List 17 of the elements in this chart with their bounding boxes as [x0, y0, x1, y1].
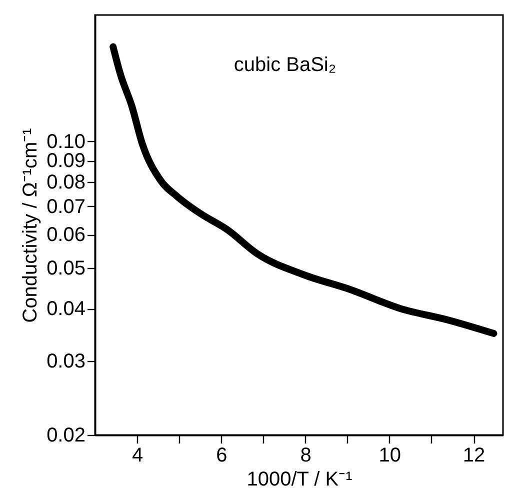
x-tick-label: 8 — [300, 444, 312, 466]
y-axis-title: Conductivity / Ω⁻¹cm⁻¹ — [20, 128, 42, 323]
y-tick-label: 0.10 — [46, 130, 86, 153]
x-axis-title: 1000/T / K⁻¹ — [246, 468, 353, 490]
x-tick-label: 6 — [216, 444, 228, 466]
y-tick-label: 0.06 — [46, 224, 86, 246]
y-tick-label: 0.07 — [46, 196, 86, 218]
y-tick-label: 0.08 — [46, 172, 86, 194]
x-tick-label: 10 — [378, 444, 402, 466]
x-tick-label: 12 — [462, 444, 486, 466]
y-tick-label: 0.09 — [46, 150, 86, 172]
y-tick-label: 0.03 — [46, 350, 86, 373]
y-tick-label: 0.05 — [46, 257, 86, 280]
y-tick-label: 0.04 — [46, 298, 86, 320]
x-tick-label: 4 — [132, 444, 144, 466]
annotation: cubic BaSi₂ — [234, 54, 336, 76]
y-tick-label: 0.02 — [46, 424, 86, 446]
